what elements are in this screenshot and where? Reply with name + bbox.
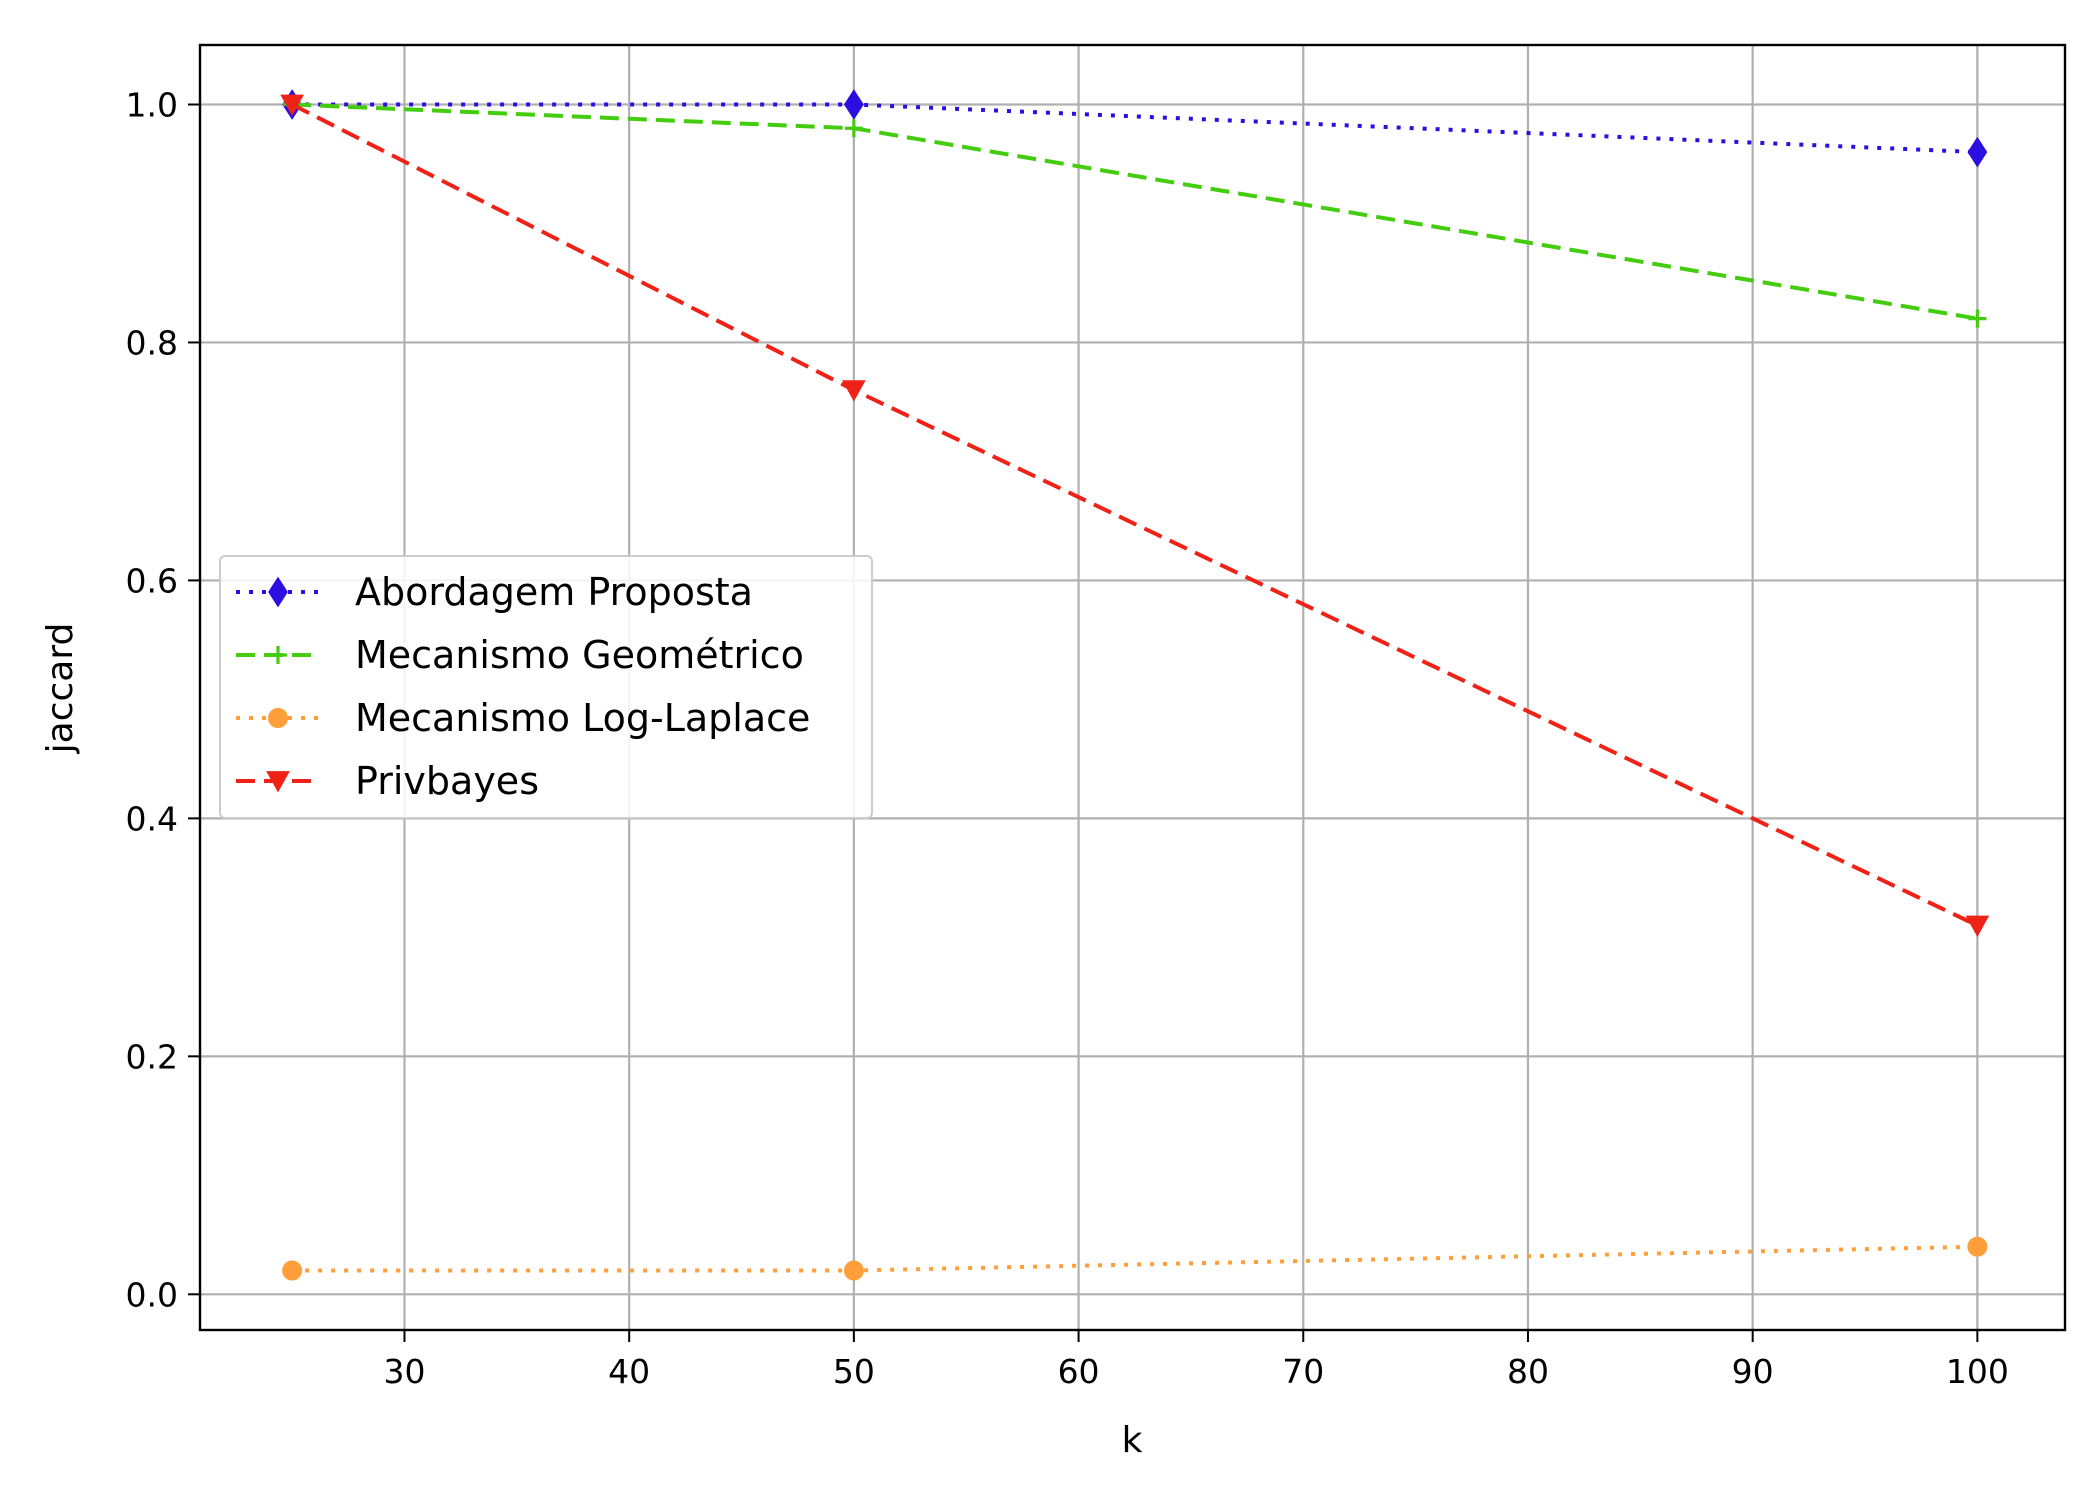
x-tick-label: 100 xyxy=(1946,1352,2009,1391)
legend-label: Abordagem Proposta xyxy=(355,570,753,614)
legend-label: Mecanismo Geométrico xyxy=(355,633,804,677)
data-point-marker xyxy=(842,380,866,402)
series-group xyxy=(282,1236,1988,1281)
y-tick-label: 0.4 xyxy=(126,799,178,838)
data-point-marker xyxy=(280,94,304,116)
x-tick-label: 70 xyxy=(1282,1352,1324,1391)
legend: Abordagem Proposta Mecanismo Geométrico Me… xyxy=(219,555,873,819)
series-layer xyxy=(280,89,1990,1281)
data-point-marker xyxy=(282,1260,303,1281)
legend-label: Mecanismo Log-Laplace xyxy=(355,696,810,740)
data-point-marker xyxy=(843,1260,864,1281)
x-tick-label: 30 xyxy=(383,1352,425,1391)
legend-entry: Mecanismo Geométrico xyxy=(236,633,804,677)
data-point-marker xyxy=(843,89,864,120)
x-tick-label: 90 xyxy=(1732,1352,1774,1391)
data-point-marker xyxy=(844,119,863,138)
x-tick-label: 50 xyxy=(833,1352,875,1391)
data-point-marker xyxy=(1967,136,1988,168)
data-point-marker xyxy=(1965,915,1990,937)
legend-box xyxy=(219,555,873,819)
plot-frame xyxy=(198,43,2067,1332)
y-tick-label: 1.0 xyxy=(126,85,178,124)
legend-swatch-marker xyxy=(268,576,288,608)
y-tick-label: 0.0 xyxy=(126,1275,178,1314)
data-point-marker xyxy=(1968,309,1987,328)
series-group xyxy=(280,94,1990,937)
data-point-marker xyxy=(1967,1236,1988,1257)
legend-swatch-marker xyxy=(268,708,288,728)
y-tick-label: 0.6 xyxy=(126,561,178,600)
y-tick-label: 0.2 xyxy=(126,1037,178,1076)
legend-entry: Privbayes xyxy=(236,759,539,803)
x-tick-label: 80 xyxy=(1507,1352,1549,1391)
legend-label: Privbayes xyxy=(355,759,539,803)
legend-entry: Abordagem Proposta xyxy=(236,570,753,614)
legend-swatch-marker xyxy=(266,771,290,793)
x-axis-label: k xyxy=(1122,1420,1143,1461)
x-tick-label: 60 xyxy=(1058,1352,1100,1391)
y-axis-label: jaccard xyxy=(40,623,81,755)
legend-swatch-marker xyxy=(269,646,287,664)
y-tick-label: 0.8 xyxy=(126,323,178,362)
ticks: 30 40 50 60 70 80 90 100 0.0 0.2 0.4 0.6 0.8 1.0 xyxy=(126,85,2009,1391)
legend-entry: Mecanismo Log-Laplace xyxy=(236,696,810,740)
x-tick-label: 40 xyxy=(608,1352,650,1391)
